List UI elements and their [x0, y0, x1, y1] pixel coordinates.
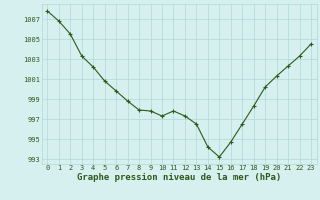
- X-axis label: Graphe pression niveau de la mer (hPa): Graphe pression niveau de la mer (hPa): [77, 173, 281, 182]
